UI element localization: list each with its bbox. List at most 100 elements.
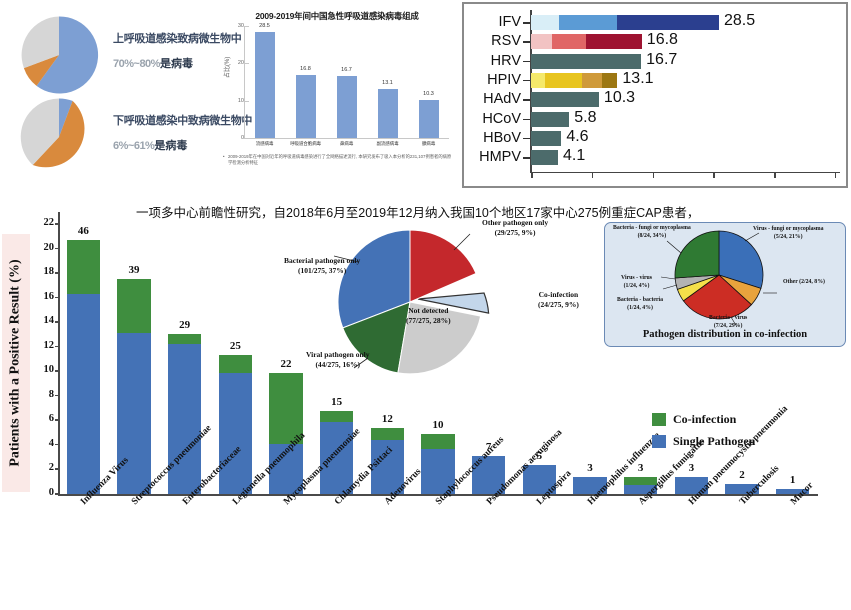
upper-respiratory-block: 上呼吸道感染致病微生物中 70%~80%是病毒	[18, 14, 242, 96]
bar-segment-single-pathogen	[471, 456, 506, 494]
inset-label-virus-virus-text: Virus - virus	[621, 275, 653, 281]
top-right-bar-value: 4.6	[566, 127, 589, 145]
main-y-tick-label: 14	[32, 315, 60, 326]
upper-respiratory-line1: 上呼吸道感染致病微生物中	[113, 33, 242, 45]
footnote-bullet-icon: •	[223, 154, 225, 159]
bar-segment-single-pathogen	[725, 483, 759, 494]
bar-count-label: 10	[432, 418, 444, 431]
top-mid-plot: 占比(%) 0 10 20 30 28.5 流感病毒 16.8 呼吸道合胞病毒 16.7 鼻病毒…	[225, 23, 454, 146]
top-right-bar	[531, 92, 599, 108]
top-right-bar	[531, 15, 719, 30]
main-stacked-bar: 25	[218, 340, 253, 494]
bar-segment-single-pathogen	[522, 464, 557, 494]
main-stacked-bar: 7	[471, 441, 506, 494]
pie-label-bacterial-only: Bacterial pathogen only (101/275, 37%)	[284, 256, 360, 276]
main-stacked-bar: 12	[370, 413, 405, 494]
bar-segment-single-pathogen	[218, 373, 253, 494]
pie-label-other-only-text: Other pathogen only	[482, 218, 549, 227]
top-mid-y-tick: 20	[232, 60, 249, 66]
main-y-tick-label: 22	[32, 217, 60, 228]
top-right-x-tick	[713, 171, 715, 178]
pie-label-co-infection-detail: (24/275, 9%)	[538, 300, 579, 310]
top-right-row: HAdV 10.3	[464, 89, 846, 109]
bar-segment-single-pathogen	[319, 422, 354, 494]
top-right-category-label: HPIV	[487, 71, 521, 88]
inset-title: Pathogen distribution in co-infection	[642, 329, 808, 340]
lower-respiratory-pie-chart	[20, 98, 85, 168]
bar-segment-single-pathogen	[674, 476, 709, 494]
top-right-category-label: IFV	[498, 14, 521, 30]
legend-label-co-infection: Co-infection	[673, 412, 737, 426]
top-right-tick	[523, 79, 530, 82]
top-right-bar-segment	[616, 15, 719, 30]
co-infection-pie-svg	[660, 230, 777, 328]
top-mid-bar: 10.3	[418, 91, 439, 138]
inset-label-bacteria-virus: Bacteria - virus (7/24, 29%)	[709, 315, 747, 331]
top-right-row: HCoV 5.8	[464, 108, 846, 129]
main-y-tick-label: 4	[32, 438, 60, 449]
top-mid-y-axis	[244, 26, 245, 138]
top-right-bar-segment	[544, 72, 582, 88]
top-right-bar	[531, 72, 618, 88]
top-mid-bar: 13.1	[377, 80, 398, 138]
pathogen-pie-svg	[333, 229, 490, 375]
top-right-x-axis	[531, 171, 840, 178]
top-right-bar-segment	[559, 15, 617, 30]
top-mid-category-label: 鼻病毒	[339, 141, 354, 146]
severe-cap-pathogen-panel: 一项多中心前瞻性研究，自2018年6月至2019年12月纳入我国10个地区17家…	[0, 192, 851, 610]
top-right-bar-value: 16.8	[646, 31, 678, 49]
top-right-row: HRV 16.7	[464, 51, 846, 71]
top-mid-footnote: • 2009-2019年在中国对近年的呼吸道病毒感染进行了全网络描述流行, 本研…	[223, 154, 454, 167]
inset-label-bacteria-bacteria-text: Bacteria - bacteria	[617, 297, 664, 303]
bar-count-label: 25	[229, 340, 241, 353]
top-mid-y-tick: 10	[232, 98, 249, 104]
bar-count-label: 1	[789, 474, 796, 487]
main-stacked-bar: 2	[725, 469, 759, 494]
bar-segment-single-pathogen	[117, 333, 151, 494]
bar-count-label: 3	[587, 461, 593, 474]
inset-label-virus-virus-detail: (1/24, 4%)	[623, 282, 650, 289]
top-mid-bar-value: 16.7	[341, 66, 352, 73]
top-right-x-tick	[591, 171, 594, 178]
top-right-bar-segment	[586, 34, 642, 50]
main-stacked-bar: 3	[674, 462, 709, 494]
main-y-tick-label: 6	[32, 413, 60, 424]
main-y-tick-label: 2	[32, 462, 60, 473]
top-right-category-label: HBoV	[483, 129, 521, 146]
top-right-row: HPIV 13.1	[464, 69, 846, 90]
lower-respiratory-line2: 6%~61%是病毒	[113, 137, 213, 153]
pie-label-viral-only-text: Viral pathogen only	[306, 350, 370, 359]
inset-label-bacteria-bacteria-detail: (1/24, 4%)	[627, 304, 653, 311]
inset-label-other-text: Other	[783, 279, 798, 285]
main-stacked-bar: 10	[421, 419, 455, 494]
top-right-bar-value: 13.1	[622, 69, 654, 87]
main-y-tick-label: 8	[32, 389, 60, 400]
top-right-bar-value: 5.8	[574, 108, 597, 126]
top-right-bar-segment	[531, 92, 599, 108]
top-right-x-tick	[531, 171, 533, 178]
inset-label-bacteria-fungi: Bacteria - fungi or mycoplasma (8/24, 34…	[613, 225, 691, 241]
bar-segment-single-pathogen	[66, 294, 101, 494]
study-description-title: 一项多中心前瞻性研究，自2018年6月至2019年12月纳入我国10个地区17家…	[136, 206, 700, 220]
inset-label-other-combined: Other (2/24, 8%)	[783, 279, 825, 287]
top-mid-bar-value: 16.8	[300, 66, 311, 73]
top-right-bar-segment	[531, 72, 545, 88]
upper-respiratory-pie-chart	[21, 16, 99, 94]
inset-label-virus-fungi-text: Virus - fungi or mycoplasma	[753, 226, 824, 232]
inset-label-virus-fungi-detail: (5/24, 21%)	[773, 233, 803, 240]
pie-label-viral-only: Viral pathogen only (44/275, 16%)	[306, 350, 369, 370]
top-right-bar	[531, 130, 562, 146]
main-stacked-bar: 3	[623, 462, 658, 494]
top-mid-title: 2009-2019年间中国急性呼吸道感染病毒组成	[255, 11, 419, 21]
top-right-bar-segment	[601, 72, 618, 88]
pie-label-co-infection-text: Co-infection	[538, 290, 579, 299]
legend-label-single-pathogen: Single Pathogen	[673, 434, 756, 448]
upper-respiratory-text: 上呼吸道感染致病微生物中 70%~80%是病毒	[113, 30, 242, 71]
bar-segment-single-pathogen	[623, 484, 658, 494]
pie-label-other-only: Other pathogen only (29/275, 9%)	[482, 218, 548, 238]
top-right-bar-segment	[531, 111, 570, 127]
inset-label-bacteria-virus-text: Bacteria - virus	[709, 315, 748, 321]
legend-swatch-single-pathogen	[652, 435, 666, 448]
top-right-plot: IFV 28.5 RSV 16.8 HRV 16.7 HPIV 13.1 HAdV 10.3 HCo…	[464, 4, 846, 186]
bar-segment-single-pathogen	[370, 440, 405, 494]
